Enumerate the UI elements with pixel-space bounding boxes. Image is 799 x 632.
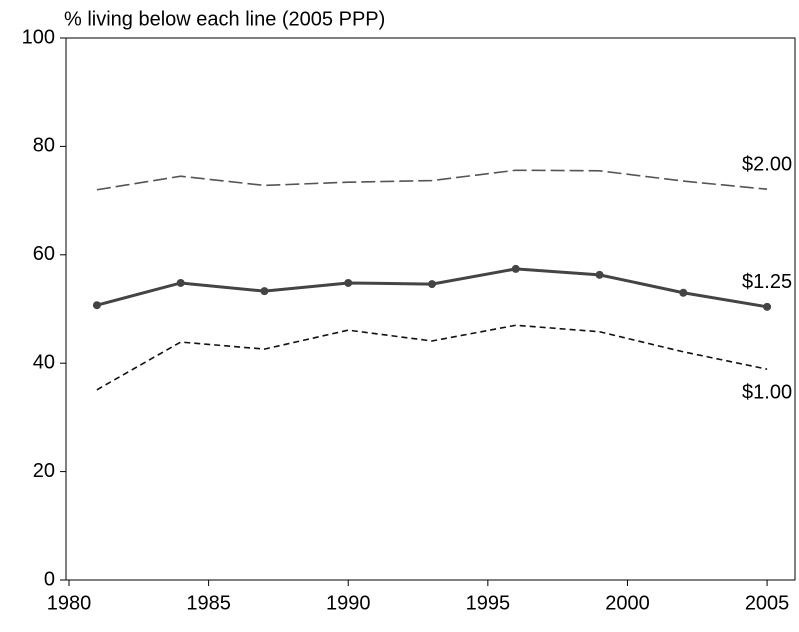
point (511, 264, 520, 273)
plot-frame (65, 37, 796, 581)
point (92, 301, 101, 310)
series-label: $1.00 (742, 381, 792, 403)
x-tick-label: 1985 (186, 592, 231, 614)
series-line (96, 324, 768, 391)
x-tick-label: 1990 (326, 592, 371, 614)
series-line (96, 169, 768, 191)
y-tick-label: 20 (33, 460, 55, 482)
point (595, 270, 604, 279)
y-tick-label: 60 (33, 243, 55, 265)
x-tick-label: 2000 (605, 592, 650, 614)
x-tick-label: 1980 (47, 592, 92, 614)
x-tick-label: 2005 (745, 592, 790, 614)
point (260, 287, 269, 296)
point (679, 288, 688, 297)
x-tick-label: 1995 (466, 592, 511, 614)
y-tick-label: 40 (33, 351, 55, 373)
y-tick-label: 100 (22, 26, 55, 48)
series-label: $1.25 (742, 271, 792, 293)
y-tick-label: 0 (44, 568, 55, 590)
point (176, 278, 185, 287)
y-tick-label: 80 (33, 135, 55, 157)
point (344, 278, 353, 287)
y-axis-title: % living below each line (2005 PPP) (64, 8, 385, 30)
series-label: $2.00 (742, 153, 792, 175)
point (763, 302, 772, 311)
point (428, 280, 436, 289)
